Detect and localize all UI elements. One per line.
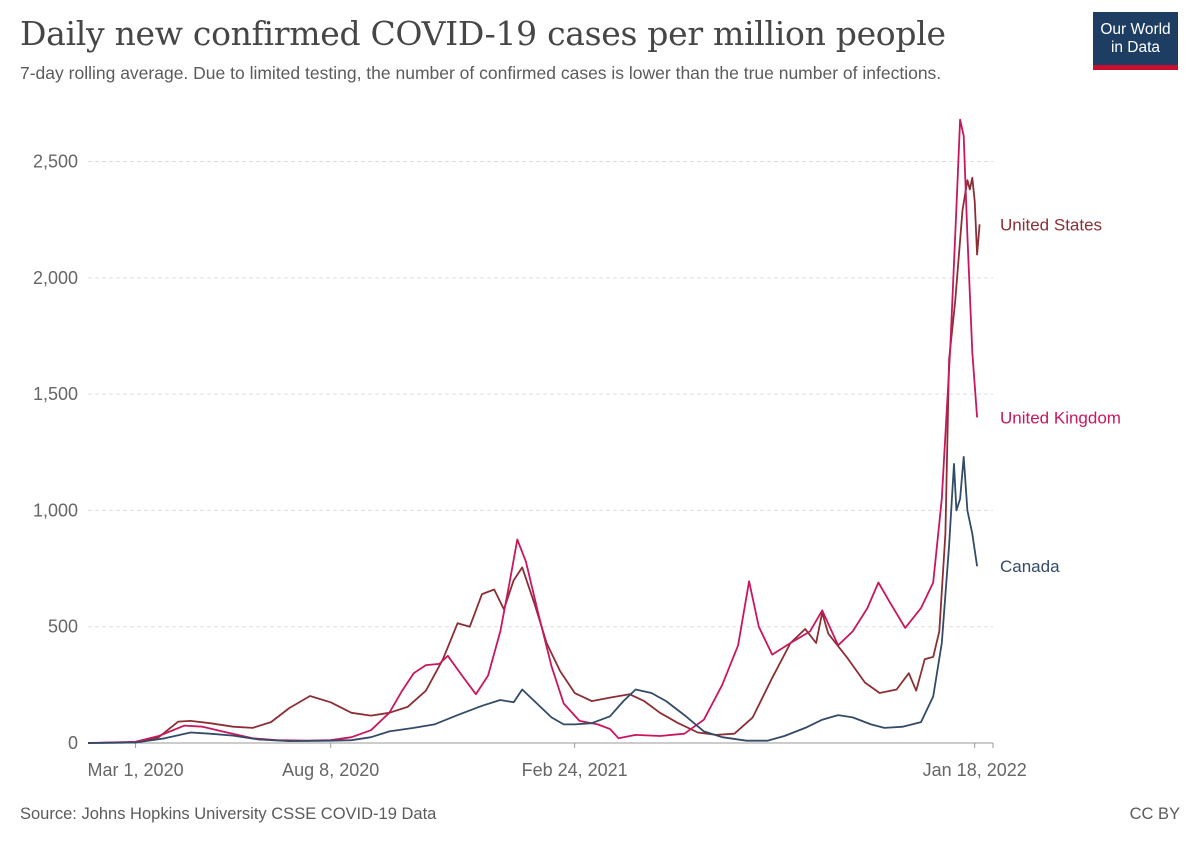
chart-subtitle: 7-day rolling average. Due to limited te… (20, 63, 942, 83)
series-line-united-kingdom[interactable] (87, 118, 978, 744)
x-tick-label: Aug 8, 2020 (282, 760, 379, 780)
gridlines (88, 161, 993, 628)
y-tick-label: 2,500 (33, 152, 78, 172)
series-label-united-states[interactable]: United States (1000, 215, 1102, 234)
x-tick-label: Jan 18, 2022 (923, 760, 1027, 780)
x-tick-label: Mar 1, 2020 (88, 760, 184, 780)
series-line-canada[interactable] (87, 456, 978, 744)
y-axis: 0 500 1,000 1,500 2,000 2,500 (33, 152, 78, 753)
y-tick-label: 1,500 (33, 384, 78, 404)
x-tick-label: Feb 24, 2021 (522, 760, 628, 780)
y-tick-label: 1,000 (33, 500, 78, 520)
owid-logo[interactable]: Our World in Data (1093, 12, 1178, 70)
logo-line-2: in Data (1110, 39, 1161, 56)
y-tick-label: 500 (48, 617, 78, 637)
source-note: Source: Johns Hopkins University CSSE CO… (20, 805, 437, 823)
logo-line-1: Our World (1100, 21, 1171, 38)
series-lines (87, 118, 981, 744)
y-tick-label: 2,000 (33, 268, 78, 288)
series-line-united-states[interactable] (87, 176, 981, 744)
series-labels: United States United Kingdom Canada (1000, 215, 1121, 576)
logo-accent-bar (1093, 65, 1178, 70)
chart-title: Daily new confirmed COVID-19 cases per m… (20, 14, 946, 53)
y-tick-label: 0 (68, 733, 78, 753)
x-axis: Mar 1, 2020 Aug 8, 2020 Feb 24, 2021 Jan 18… (88, 742, 1027, 780)
license-link[interactable]: CC BY (1129, 805, 1180, 823)
series-label-canada[interactable]: Canada (1000, 557, 1060, 576)
series-label-united-kingdom[interactable]: United Kingdom (1000, 408, 1121, 427)
